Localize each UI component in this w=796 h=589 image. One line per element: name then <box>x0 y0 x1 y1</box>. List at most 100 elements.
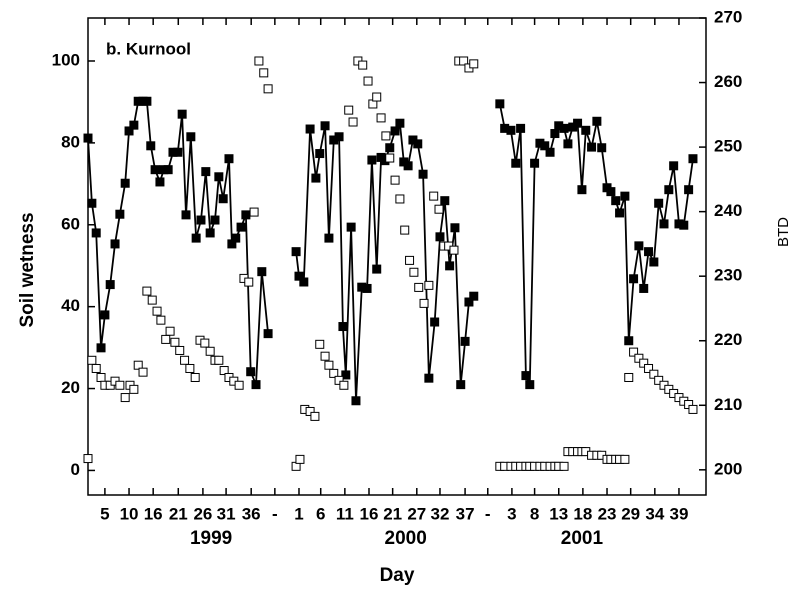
open-marker <box>214 355 224 365</box>
filled-marker <box>506 125 516 135</box>
filled-marker <box>291 247 301 257</box>
filled-marker <box>105 280 115 290</box>
filled-marker <box>418 169 428 179</box>
x-tick-label: 10 <box>120 504 139 523</box>
y-tick-label: 40 <box>61 296 80 315</box>
filled-marker <box>450 223 460 233</box>
open-marker <box>161 334 171 344</box>
filled-marker <box>173 147 183 157</box>
open-marker <box>405 255 415 265</box>
open-marker <box>83 454 93 464</box>
filled-marker <box>196 215 206 225</box>
open-marker <box>469 59 479 69</box>
filled-marker <box>231 233 241 243</box>
open-marker <box>390 175 400 185</box>
open-marker <box>295 454 305 464</box>
open-marker <box>244 277 254 287</box>
filled-marker <box>177 109 187 119</box>
filled-marker <box>577 185 587 195</box>
open-marker <box>414 282 424 292</box>
open-marker <box>133 360 143 370</box>
open-marker <box>200 338 210 348</box>
filled-marker <box>615 208 625 218</box>
open-marker <box>129 384 139 394</box>
y2-axis-label: BTD <box>775 217 792 247</box>
y2-tick-label: 210 <box>714 395 742 414</box>
filled-marker <box>550 129 560 139</box>
filled-marker <box>155 177 165 187</box>
year-label: 2001 <box>561 528 604 549</box>
filled-marker <box>445 261 455 271</box>
filled-marker <box>367 155 377 165</box>
filled-marker <box>257 267 267 277</box>
filled-marker <box>440 196 450 206</box>
filled-marker <box>96 343 106 353</box>
y2-tick-label: 230 <box>714 266 742 285</box>
plot-frame <box>87 17 707 496</box>
open-marker <box>363 76 373 86</box>
y2-tick-label: 260 <box>714 72 742 91</box>
open-marker <box>305 406 315 416</box>
open-marker <box>165 326 175 336</box>
open-marker <box>234 380 244 390</box>
x-tick-label: 37 <box>456 504 475 523</box>
open-marker <box>459 56 469 66</box>
open-marker <box>310 411 320 421</box>
x-tick-label: 13 <box>549 504 568 523</box>
filled-marker <box>205 228 215 238</box>
filled-marker <box>146 141 156 151</box>
filled-marker <box>606 187 616 197</box>
x-tick-label: 32 <box>431 504 450 523</box>
open-marker <box>96 372 106 382</box>
x-tick-label: 8 <box>530 504 539 523</box>
year-label: 1999 <box>190 528 232 549</box>
open-marker <box>654 375 664 385</box>
open-marker <box>91 363 101 373</box>
y2-tick-label: 250 <box>714 137 742 156</box>
filled-marker <box>390 126 400 136</box>
filled-marker <box>456 380 466 390</box>
filled-marker <box>320 121 330 131</box>
filled-marker <box>540 141 550 151</box>
filled-marker <box>346 222 356 232</box>
open-marker <box>559 461 569 471</box>
y2-tick-label: 270 <box>714 7 742 26</box>
open-marker <box>87 355 97 365</box>
open-marker <box>372 92 382 102</box>
filled-marker <box>224 154 234 164</box>
filled-marker <box>464 297 474 307</box>
open-marker <box>400 225 410 235</box>
x-tick-label: 27 <box>407 504 426 523</box>
filled-marker <box>460 336 470 346</box>
open-marker <box>324 360 334 370</box>
y2-tick-label: 220 <box>714 330 742 349</box>
open-marker <box>120 393 130 403</box>
filled-marker <box>684 185 694 195</box>
x-tick-label: 26 <box>193 504 212 523</box>
open-marker <box>147 295 157 305</box>
filled-marker <box>83 133 93 143</box>
filled-marker <box>659 219 669 229</box>
y-tick-label: 100 <box>52 50 80 69</box>
filled-marker <box>385 143 395 153</box>
x-tick-label: 36 <box>242 504 261 523</box>
filled-marker <box>124 126 134 136</box>
filled-marker <box>395 118 405 128</box>
open-marker <box>152 306 162 316</box>
filled-marker <box>521 371 531 381</box>
filled-marker <box>100 310 110 320</box>
filled-marker <box>688 154 698 164</box>
filled-marker <box>324 233 334 243</box>
x-tick-label: 29 <box>621 504 640 523</box>
filled-marker <box>150 165 160 175</box>
filled-marker <box>624 336 634 346</box>
filled-marker <box>181 210 191 220</box>
x-tick-label: 6 <box>316 504 325 523</box>
y-tick-label: 20 <box>61 378 80 397</box>
open-marker <box>170 337 180 347</box>
open-marker <box>449 245 459 255</box>
y-tick-label: 60 <box>61 214 80 233</box>
filled-marker <box>129 120 139 130</box>
